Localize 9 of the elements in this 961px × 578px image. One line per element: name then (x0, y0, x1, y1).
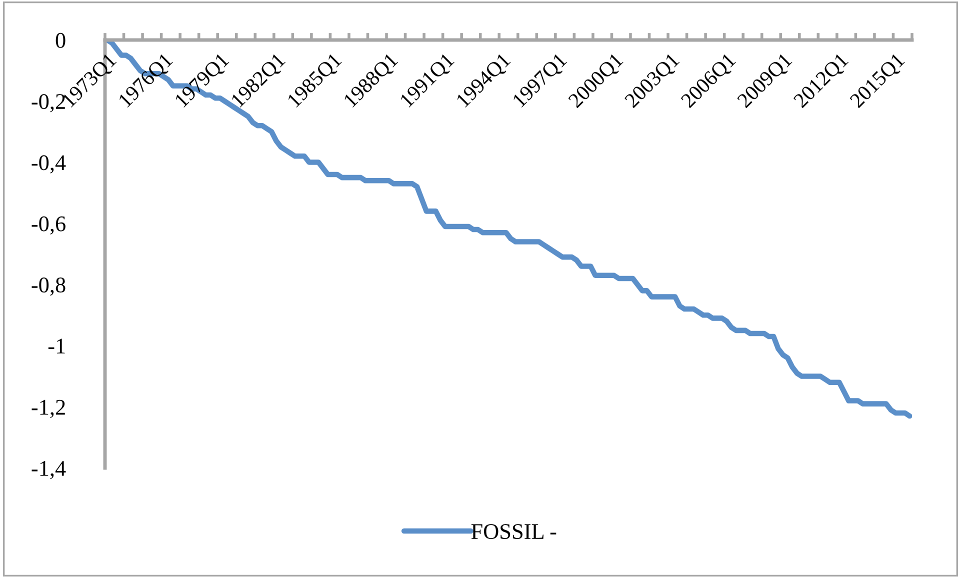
y-tick-label: -1,2 (32, 400, 65, 418)
y-tick-label: -1 (48, 338, 65, 354)
y-tick-label: -0,4 (32, 155, 66, 174)
legend-label: FOSSIL - (471, 524, 556, 540)
y-tick-label: -1,4 (32, 461, 66, 480)
y-tick-label: 0 (56, 32, 66, 48)
y-tick-label: -0,2 (32, 94, 65, 112)
y-tick-label: -0,8 (32, 278, 66, 296)
y-tick-label: -0,6 (32, 216, 66, 235)
